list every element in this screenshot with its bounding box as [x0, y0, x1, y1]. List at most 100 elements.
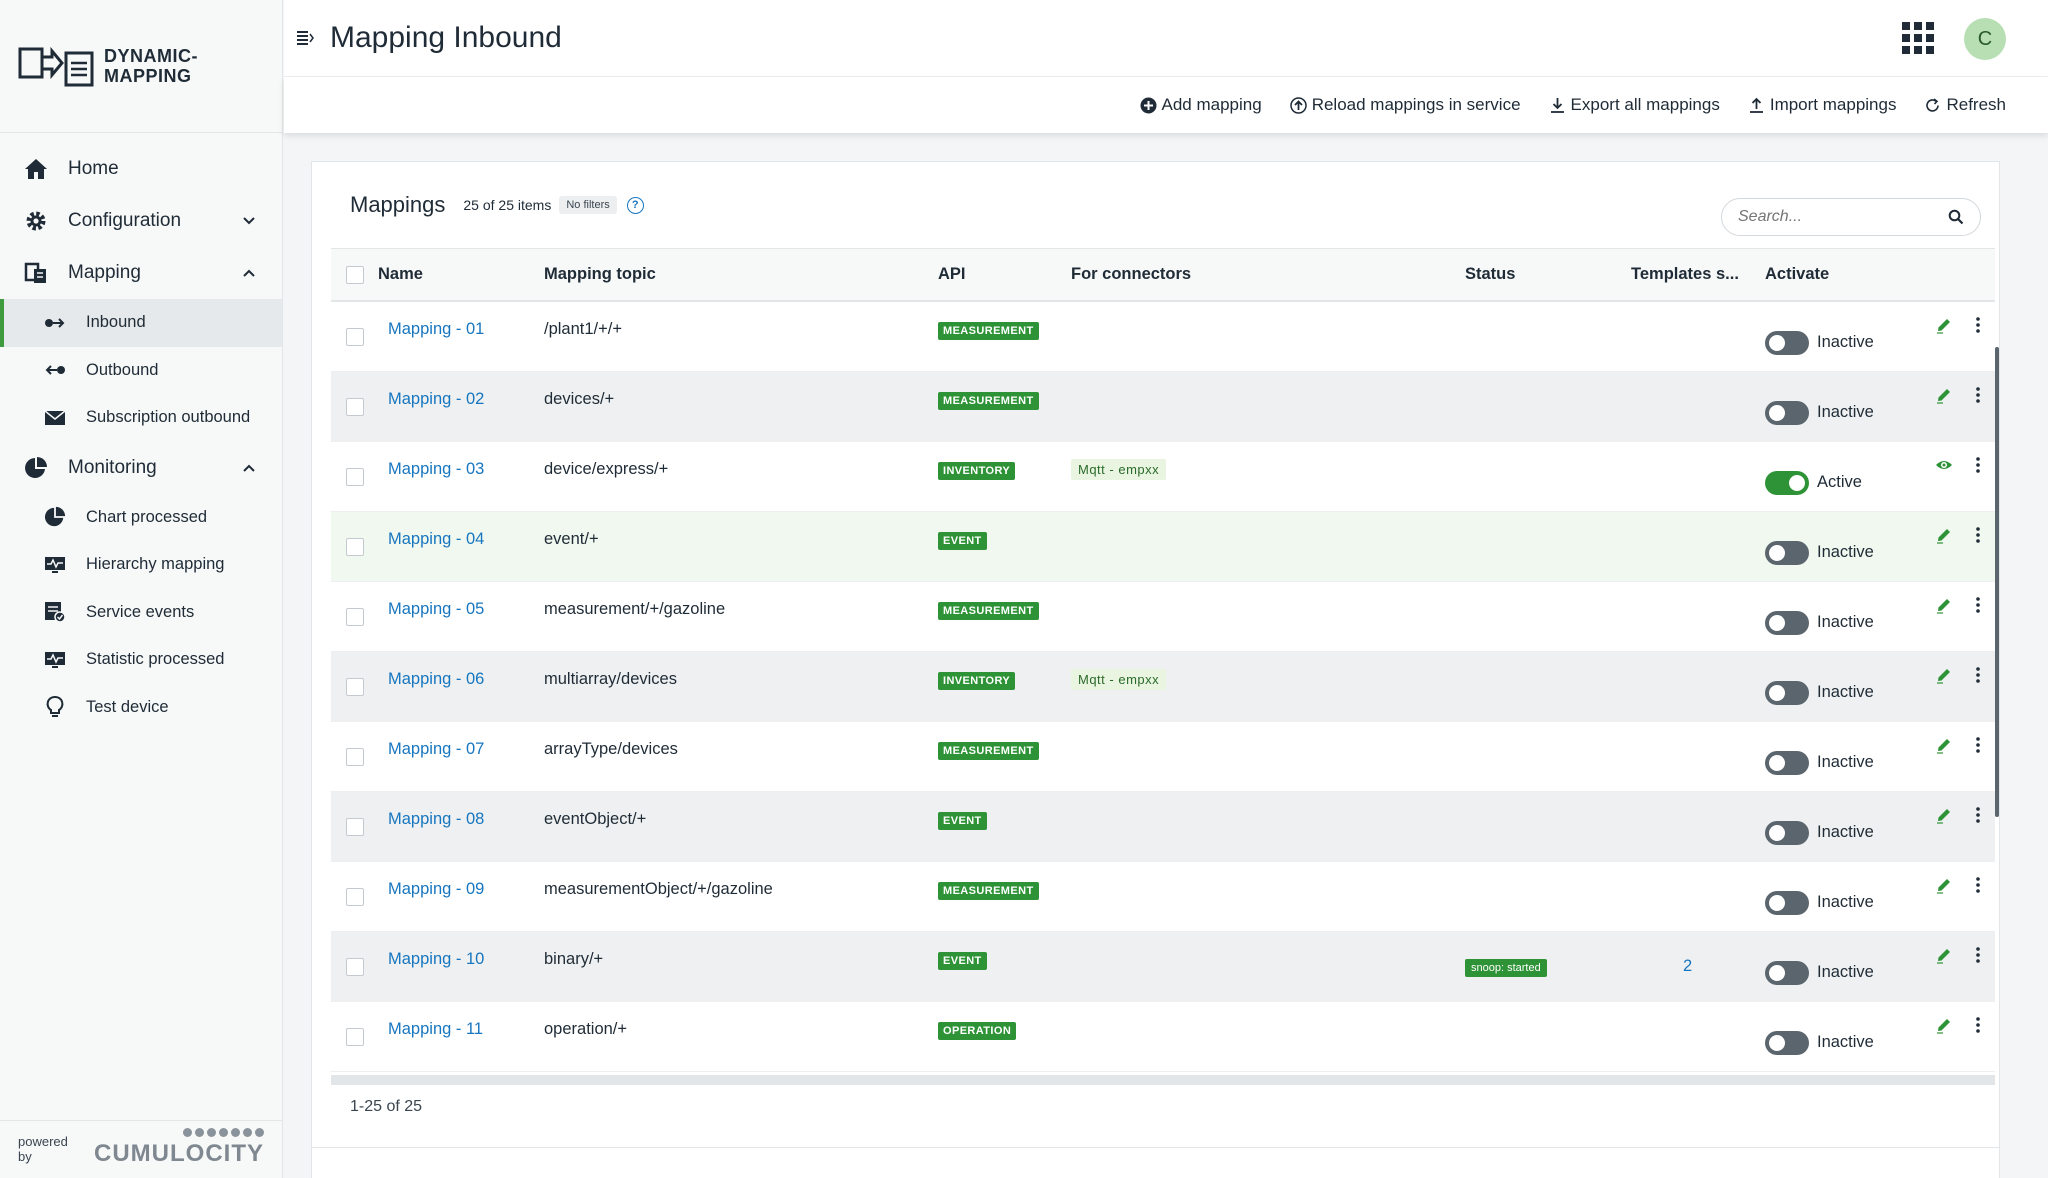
pencil-icon[interactable] — [1935, 946, 1953, 964]
row-checkbox[interactable] — [345, 607, 364, 626]
reload-mappings-button[interactable]: Reload mappings in service — [1289, 95, 1521, 115]
select-all-checkbox[interactable] — [345, 265, 364, 284]
activate-toggle[interactable] — [1765, 330, 1809, 355]
mapping-name-link[interactable]: Mapping - 05 — [388, 600, 485, 618]
templates-link[interactable]: 2 — [1683, 957, 1693, 975]
table-row[interactable]: Mapping - 04 event/+ EVENT Inactive — [331, 512, 1995, 582]
sidebar-item-test-device[interactable]: Test device — [0, 684, 282, 732]
mapping-name-link[interactable]: Mapping - 08 — [388, 810, 485, 828]
more-options-icon[interactable] — [1975, 946, 1981, 964]
activate-toggle[interactable] — [1765, 890, 1809, 915]
table-row[interactable]: Mapping - 11 operation/+ OPERATION Inactive — [331, 1002, 1995, 1072]
nav-item-configuration[interactable]: Configuration — [0, 195, 282, 247]
more-options-icon[interactable] — [1975, 596, 1981, 614]
pencil-icon[interactable] — [1935, 526, 1953, 544]
pencil-icon[interactable] — [1935, 596, 1953, 614]
table-row[interactable]: Mapping - 08 eventObject/+ EVENT Inactive — [331, 792, 1995, 862]
eye-icon[interactable] — [1935, 456, 1953, 474]
more-options-icon[interactable] — [1975, 666, 1981, 684]
column-header-connectors[interactable]: For connectors — [1071, 265, 1192, 283]
row-checkbox[interactable] — [345, 467, 364, 486]
sidebar-item-chart-processed[interactable]: Chart processed — [0, 494, 282, 542]
horizontal-scrollbar[interactable] — [331, 1075, 1995, 1085]
activate-toggle[interactable] — [1765, 400, 1809, 425]
sidebar-item-statistic-processed[interactable]: Statistic processed — [0, 636, 282, 684]
activate-toggle[interactable] — [1765, 750, 1809, 775]
mapping-name-link[interactable]: Mapping - 03 — [388, 460, 485, 478]
sidebar-item-outbound[interactable]: Outbound — [0, 347, 282, 395]
table-row[interactable]: Mapping - 10 binary/+ EVENT snoop: started 2… — [331, 932, 1995, 1002]
add-mapping-button[interactable]: Add mapping — [1140, 95, 1262, 115]
activate-toggle[interactable] — [1765, 610, 1809, 635]
mapping-name-link[interactable]: Mapping - 10 — [388, 950, 485, 968]
pencil-icon[interactable] — [1935, 806, 1953, 824]
pencil-icon[interactable] — [1935, 736, 1953, 754]
table-row[interactable]: Mapping - 07 arrayType/devices MEASUREMENT… — [331, 722, 1995, 792]
pencil-icon[interactable] — [1935, 386, 1953, 404]
more-options-icon[interactable] — [1975, 316, 1981, 334]
search-input[interactable] — [1738, 208, 1948, 226]
app-brand[interactable]: DYNAMIC- MAPPING — [0, 0, 282, 133]
row-checkbox[interactable] — [345, 1027, 364, 1046]
more-options-icon[interactable] — [1975, 1016, 1981, 1034]
table-row[interactable]: Mapping - 06 multiarray/devices INVENTORY M… — [331, 652, 1995, 722]
activate-toggle[interactable] — [1765, 470, 1809, 495]
activate-toggle[interactable] — [1765, 820, 1809, 845]
table-row[interactable]: Mapping - 09 measurementObject/+/gazoline… — [331, 862, 1995, 932]
row-checkbox[interactable] — [345, 887, 364, 906]
sidebar-item-hierarchy-mapping[interactable]: Hierarchy mapping — [0, 541, 282, 589]
vertical-scrollbar[interactable] — [1995, 347, 1999, 817]
import-mappings-button[interactable]: Import mappings — [1748, 95, 1896, 115]
table-row[interactable]: Mapping - 03 device/express/+ INVENTORY Mqt… — [331, 442, 1995, 512]
table-row[interactable]: Mapping - 01/plant1/+/+ MEASUREMENT Inacti… — [331, 302, 1995, 372]
column-header-name[interactable]: Name — [378, 265, 423, 283]
row-checkbox[interactable] — [345, 537, 364, 556]
nav-item-home[interactable]: Home — [0, 143, 282, 195]
pencil-icon[interactable] — [1935, 876, 1953, 894]
column-header-topic[interactable]: Mapping topic — [544, 265, 656, 283]
sidebar-toggle-icon[interactable] — [296, 29, 314, 47]
sidebar-item-subscription-outbound[interactable]: Subscription outbound — [0, 394, 282, 442]
filter-badge[interactable]: No filters — [559, 196, 617, 214]
row-checkbox[interactable] — [345, 817, 364, 836]
more-options-icon[interactable] — [1975, 526, 1981, 544]
activate-toggle[interactable] — [1765, 680, 1809, 705]
more-options-icon[interactable] — [1975, 736, 1981, 754]
sidebar-item-service-events[interactable]: Service events — [0, 589, 282, 637]
pencil-icon[interactable] — [1935, 1016, 1953, 1034]
row-checkbox[interactable] — [345, 327, 364, 346]
pencil-icon[interactable] — [1935, 666, 1953, 684]
pencil-icon[interactable] — [1935, 316, 1953, 334]
column-header-activate[interactable]: Activate — [1765, 265, 1830, 283]
refresh-button[interactable]: Refresh — [1924, 95, 2006, 115]
column-header-api[interactable]: API — [938, 265, 966, 283]
user-avatar[interactable]: C — [1964, 18, 2006, 60]
more-options-icon[interactable] — [1975, 806, 1981, 824]
row-checkbox[interactable] — [345, 747, 364, 766]
export-all-mappings-button[interactable]: Export all mappings — [1549, 95, 1720, 115]
sidebar-item-inbound[interactable]: Inbound — [0, 299, 282, 347]
table-row[interactable]: Mapping - 05 measurement/+/gazoline MEASUR… — [331, 582, 1995, 652]
help-icon[interactable]: ? — [626, 196, 644, 214]
nav-item-mapping[interactable]: Mapping — [0, 247, 282, 299]
search-box[interactable] — [1721, 198, 1981, 236]
row-checkbox[interactable] — [345, 397, 364, 416]
row-checkbox[interactable] — [345, 677, 364, 696]
row-checkbox[interactable] — [345, 957, 364, 976]
more-options-icon[interactable] — [1975, 386, 1981, 404]
activate-toggle[interactable] — [1765, 960, 1809, 985]
mapping-name-link[interactable]: Mapping - 07 — [388, 740, 485, 758]
activate-toggle[interactable] — [1765, 1030, 1809, 1055]
search-icon[interactable] — [1948, 209, 1964, 225]
table-row[interactable]: Mapping - 02 devices/+ MEASUREMENT Inactive — [331, 372, 1995, 442]
mapping-name-link[interactable]: Mapping - 02 — [388, 390, 485, 408]
column-header-status[interactable]: Status — [1465, 265, 1516, 283]
mapping-name-link[interactable]: Mapping - 06 — [388, 670, 485, 688]
column-header-templates[interactable]: Templates s... — [1631, 265, 1739, 283]
mapping-name-link[interactable]: Mapping - 04 — [388, 530, 485, 548]
mapping-name-link[interactable]: Mapping - 01 — [388, 320, 485, 338]
mapping-name-link[interactable]: Mapping - 11 — [388, 1020, 484, 1038]
mapping-name-link[interactable]: Mapping - 09 — [388, 880, 485, 898]
app-switcher-grid-icon[interactable] — [1902, 22, 1934, 54]
more-options-icon[interactable] — [1975, 456, 1981, 474]
